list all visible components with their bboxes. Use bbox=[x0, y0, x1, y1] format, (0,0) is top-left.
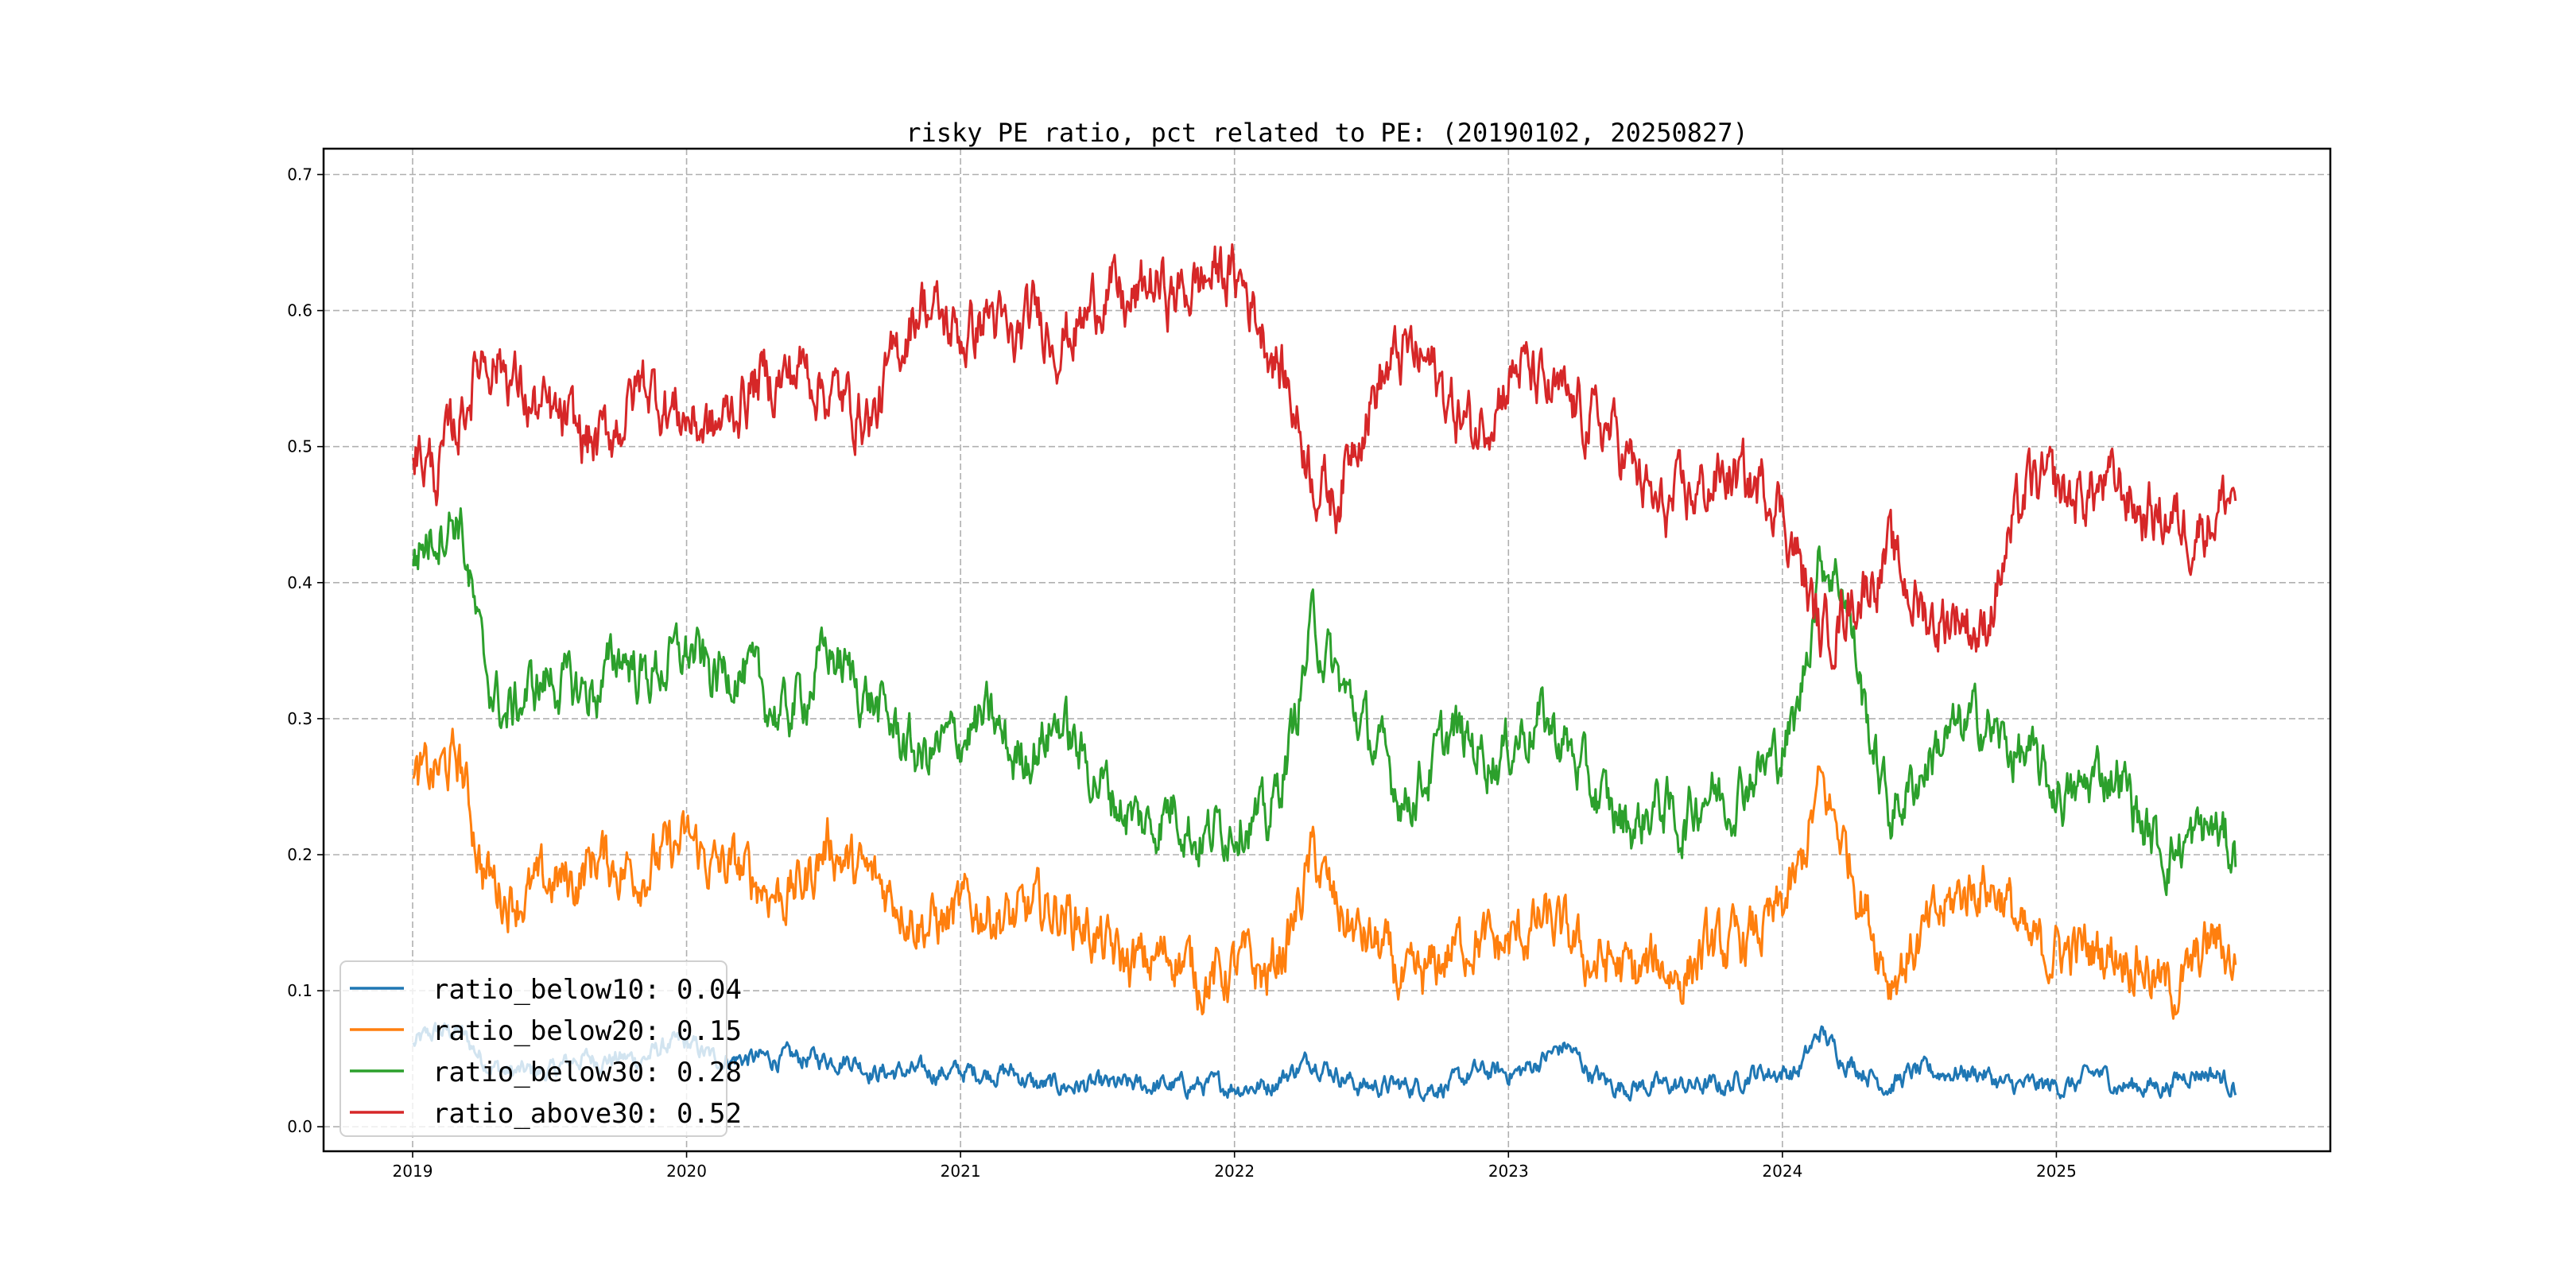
legend-box bbox=[339, 960, 727, 1137]
series-lines bbox=[412, 243, 2237, 1103]
x-tick-label: 2020 bbox=[666, 1162, 707, 1181]
plot-frame bbox=[322, 147, 2332, 1153]
y-tick-label: 0.0 bbox=[287, 1117, 312, 1136]
y-tick-label: 0.5 bbox=[287, 437, 312, 456]
series-line-ratio_above30 bbox=[412, 243, 2237, 670]
series-line-ratio_below20 bbox=[412, 727, 2237, 1020]
x-tick-label: 2024 bbox=[1762, 1162, 1802, 1181]
y-tick-label: 0.4 bbox=[287, 573, 312, 592]
grid bbox=[324, 149, 2330, 1151]
y-tick-label: 0.7 bbox=[287, 165, 312, 184]
y-tick-label: 0.6 bbox=[287, 301, 312, 320]
y-tick-label: 0.3 bbox=[287, 709, 312, 728]
x-tick-label: 2022 bbox=[1214, 1162, 1255, 1181]
x-tick-label: 2025 bbox=[2036, 1162, 2077, 1181]
x-tick-label: 2021 bbox=[941, 1162, 981, 1181]
chart-title: risky PE ratio, pct related to PE: (2019… bbox=[906, 118, 1748, 148]
legend-label-ratio_below10: ratio_below10: 0.04 bbox=[433, 974, 742, 1006]
x-tick-label: 2019 bbox=[393, 1162, 433, 1181]
y-tick-label: 0.1 bbox=[287, 981, 312, 1000]
axis-ticks: 2019 2020 2021 2022 2023 2024 2025 0.0 0.1 0.2 0.3… bbox=[287, 165, 2077, 1181]
legend-label-ratio_below30: ratio_below30: 0.28 bbox=[433, 1057, 742, 1088]
legend: ratio_below10: 0.04 ratio_below20: 0.15 ra… bbox=[339, 960, 742, 1137]
legend-label-ratio_below20: ratio_below20: 0.15 bbox=[433, 1015, 742, 1047]
y-tick-label: 0.2 bbox=[287, 845, 312, 864]
series-line-ratio_below30 bbox=[412, 507, 2237, 897]
x-tick-label: 2023 bbox=[1488, 1162, 1529, 1181]
legend-label-ratio_above30: ratio_above30: 0.52 bbox=[433, 1098, 742, 1130]
